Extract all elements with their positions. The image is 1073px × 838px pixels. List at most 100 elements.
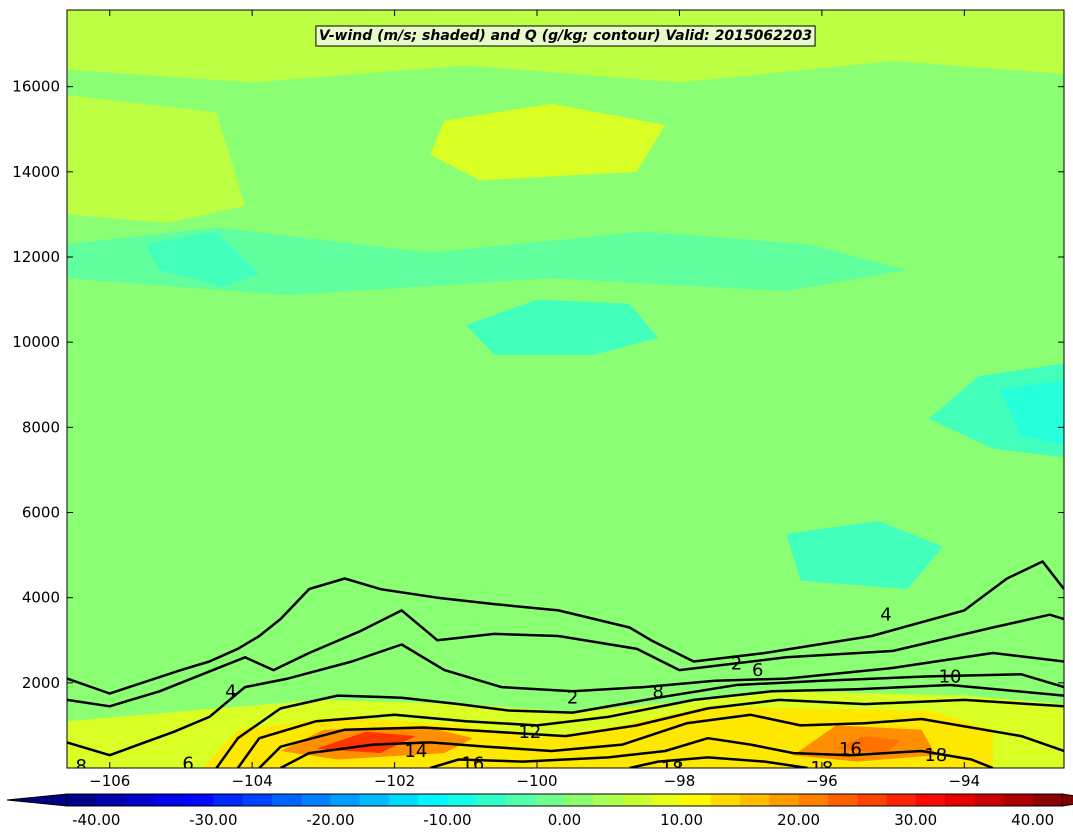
contour-label: 14 (404, 741, 427, 762)
contour-label: 18 (924, 745, 947, 766)
contour-label: 2 (567, 688, 578, 709)
colorbar-segment (67, 794, 97, 806)
colorbar-segment (242, 794, 273, 806)
shaded-region-central-cool-pocket (465, 299, 659, 355)
contour-label: 4 (880, 605, 891, 626)
y-tick-label: 10000 (12, 333, 60, 351)
shaded-region-west-cool-pocket (145, 231, 260, 287)
colorbar-segment (330, 794, 361, 806)
colorbar-segment (1032, 794, 1063, 806)
colorbar-segment (359, 794, 390, 806)
colorbar-segment (769, 794, 800, 806)
contour-q-6 (67, 643, 1064, 757)
y-tick-label: 2000 (22, 674, 60, 692)
colorbar-segment (213, 794, 244, 806)
colorbar-segment (915, 794, 946, 806)
colorbar-segment (652, 794, 683, 806)
contour-q-12 (258, 698, 1064, 768)
colorbar-segment (184, 794, 214, 806)
vwind-shading (67, 10, 1064, 768)
x-tick-label: −96 (806, 772, 838, 790)
colorbar-segment (623, 794, 653, 806)
colorbar-segment (886, 794, 917, 806)
x-tick-label: −94 (948, 772, 980, 790)
y-tick-label: 6000 (22, 503, 60, 521)
colorbar-segment (1003, 794, 1034, 806)
colorbar-tick-label: -30.00 (189, 811, 237, 829)
colorbar-segment (125, 794, 156, 806)
colorbar-tick-label: 30.00 (894, 811, 937, 829)
humidity-contours (67, 560, 1064, 768)
colorbar-segment (564, 794, 595, 806)
y-tick-label: 8000 (22, 418, 60, 436)
plot-frame (66, 9, 1065, 769)
colorbar-segment (740, 794, 770, 806)
contour-q-16 (429, 736, 994, 768)
x-tick-label: −104 (232, 772, 273, 790)
shaded-region-left-warm-band (67, 95, 245, 223)
x-tick-label: −100 (516, 772, 557, 790)
shaded-region-low-jet-east-core (836, 736, 901, 754)
contour-q-14 (280, 713, 1064, 768)
colorbar-segment (593, 794, 624, 806)
contour-label: 16 (461, 754, 484, 775)
contour-label: 6 (182, 754, 193, 775)
contour-q-2 (67, 560, 1064, 695)
contour-label: 18 (661, 758, 684, 779)
colorbar-frame (66, 793, 1063, 807)
colorbar-segment (418, 794, 449, 806)
shaded-region-south-cool-pocket (786, 521, 943, 590)
x-axis: −106 −104 −102 −100 −98 −96 −94 (89, 10, 980, 790)
colorbar-segment (944, 794, 975, 806)
chart-title: V-wind (m/s; shaded) and Q (g/kg; contou… (319, 28, 812, 44)
contour-label: 6 (752, 660, 763, 681)
shaded-region-mid-cool-band (67, 227, 908, 296)
shaded-region-jet-core-north (430, 103, 666, 181)
colorbar-segment (974, 794, 1005, 806)
colorbar-tick-label: -40.00 (72, 811, 120, 829)
x-tick-label: −102 (374, 772, 415, 790)
colorbar-segment (388, 794, 419, 806)
contour-q-18 (629, 756, 808, 768)
colorbar-segment (710, 794, 741, 806)
colorbar-segment (827, 794, 858, 806)
colorbar-segment (681, 794, 712, 806)
x-tick-label: −106 (89, 772, 130, 790)
colorbar-segment (535, 794, 566, 806)
colorbar-tick-label: 40.00 (1011, 811, 1054, 829)
colorbar-tick-label: 20.00 (777, 811, 820, 829)
colorbar-segment (505, 794, 536, 806)
x-tick-label: −98 (664, 772, 696, 790)
contour-label: 12 (518, 722, 541, 743)
contour-label: 4 (225, 681, 236, 702)
colorbar: -40.00 -30.00 -20.00 -10.00 0.00 10.00 20.00 30… (6, 793, 1073, 829)
colorbar-segment (857, 794, 888, 806)
colorbar-tick-label: -20.00 (306, 811, 354, 829)
y-axis: 2000 4000 6000 8000 10000 12000 14000 16000 (12, 78, 1064, 692)
colorbar-segment (476, 794, 507, 806)
contour-label: 2 (731, 654, 742, 675)
colorbar-segment (154, 794, 185, 806)
contour-q-4 (67, 609, 1064, 708)
contour-q-8 (215, 673, 1064, 768)
colorbar-tick-label: 10.00 (660, 811, 703, 829)
colorbar-tick-label: 0.00 (548, 811, 581, 829)
shaded-region-east-cool-core (999, 380, 1064, 445)
contour-label: 16 (839, 739, 862, 760)
contour-q-10 (236, 683, 1064, 768)
y-tick-label: 4000 (22, 589, 60, 607)
contour-label: 8 (76, 756, 87, 777)
chart-title-box: V-wind (m/s; shaded) and Q (g/kg; contou… (315, 25, 816, 47)
colorbar-extend-min (6, 793, 68, 807)
contour-label: 8 (652, 681, 663, 702)
colorbar-segment (96, 794, 127, 806)
colorbar-segment (271, 794, 302, 806)
colorbar-extend-max (1061, 793, 1073, 807)
y-tick-label: 14000 (12, 163, 60, 181)
y-tick-label: 16000 (12, 78, 60, 96)
colorbar-segment (301, 794, 331, 806)
y-tick-label: 12000 (12, 248, 60, 266)
